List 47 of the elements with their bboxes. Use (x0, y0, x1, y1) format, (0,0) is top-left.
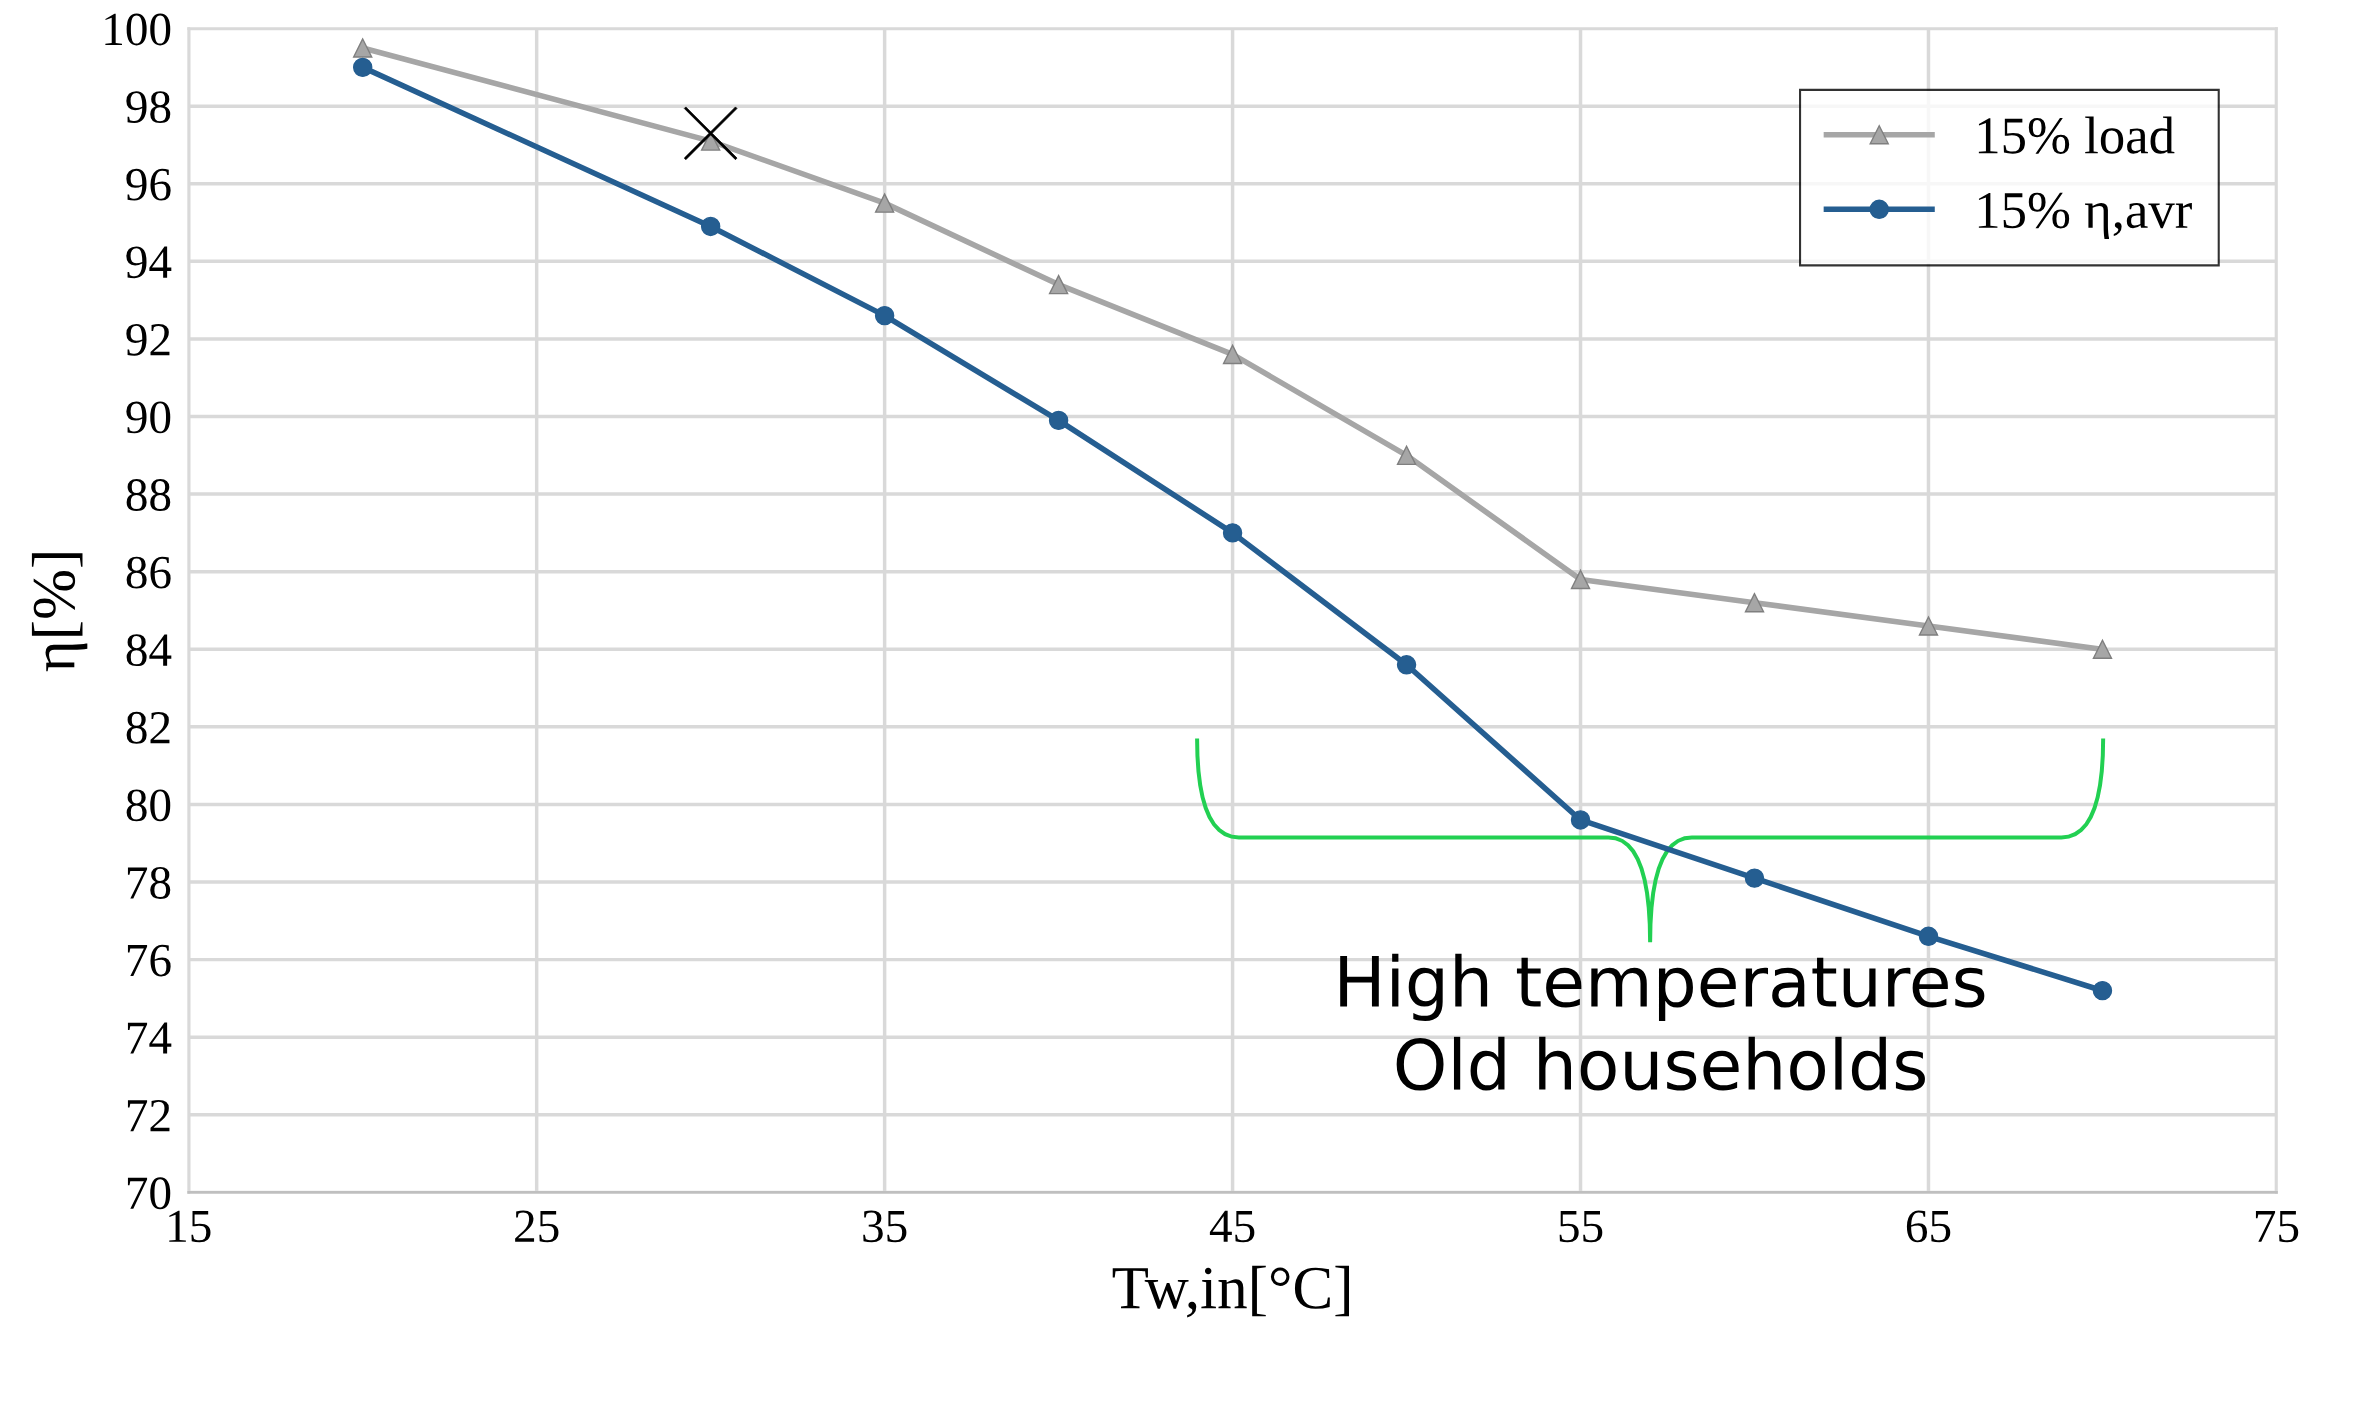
y-tick-label: 98 (126, 91, 171, 123)
y-tick-label: 72 (127, 1099, 170, 1132)
y-tick-label: 96 (126, 168, 171, 201)
point (1918, 926, 1939, 947)
y-tick-label: 100 (105, 13, 171, 46)
point (2092, 980, 2113, 1001)
point (1222, 344, 1243, 365)
point (352, 38, 373, 58)
y-tick-label: 76 (127, 944, 171, 977)
point (2092, 639, 2113, 659)
x-axis-title: Tw,in[°C] (1112, 1265, 1350, 1318)
point (1222, 523, 1243, 543)
y-tick-label: 86 (126, 556, 171, 589)
x-tick-label: 65 (1906, 1210, 1951, 1243)
y-tick-label: 84 (126, 634, 172, 667)
x-tick-label: 75 (2255, 1210, 2299, 1243)
y-tick-label: 94 (126, 246, 172, 279)
point (1570, 569, 1591, 590)
y-axis-title: η[%] (31, 553, 88, 672)
y-tick-label: 80 (126, 789, 171, 822)
point (874, 193, 895, 213)
y-tick-label: 88 (126, 479, 171, 511)
annotation: High temperatures Old households (1340, 953, 1985, 1091)
point (1570, 810, 1591, 830)
point (1744, 592, 1765, 613)
point (874, 305, 895, 326)
point (1396, 655, 1417, 675)
x-tick-label: 15 (169, 1210, 211, 1243)
point (1048, 274, 1069, 295)
point (1048, 410, 1069, 431)
x-tick-label: 35 (863, 1210, 907, 1243)
x-tick-label: 25 (515, 1210, 559, 1243)
y-tick-label: 90 (126, 401, 171, 434)
point (700, 216, 721, 237)
y-tick-label: 70 (127, 1177, 171, 1210)
y-tick-label: 78 (127, 867, 171, 899)
y-tick-label: 92 (126, 324, 170, 356)
y-tick-label: 82 (126, 711, 170, 744)
point (1744, 868, 1765, 888)
x-tick-label: 45 (1209, 1210, 1255, 1243)
legend-label: 15% load (1978, 116, 2175, 154)
y-tick-label: 74 (127, 1022, 172, 1054)
legend-label: 15% η,avr (1978, 192, 2192, 240)
x-tick-label: 55 (1559, 1210, 1603, 1243)
point (1918, 616, 1939, 636)
point (352, 57, 373, 78)
point (1396, 445, 1417, 466)
